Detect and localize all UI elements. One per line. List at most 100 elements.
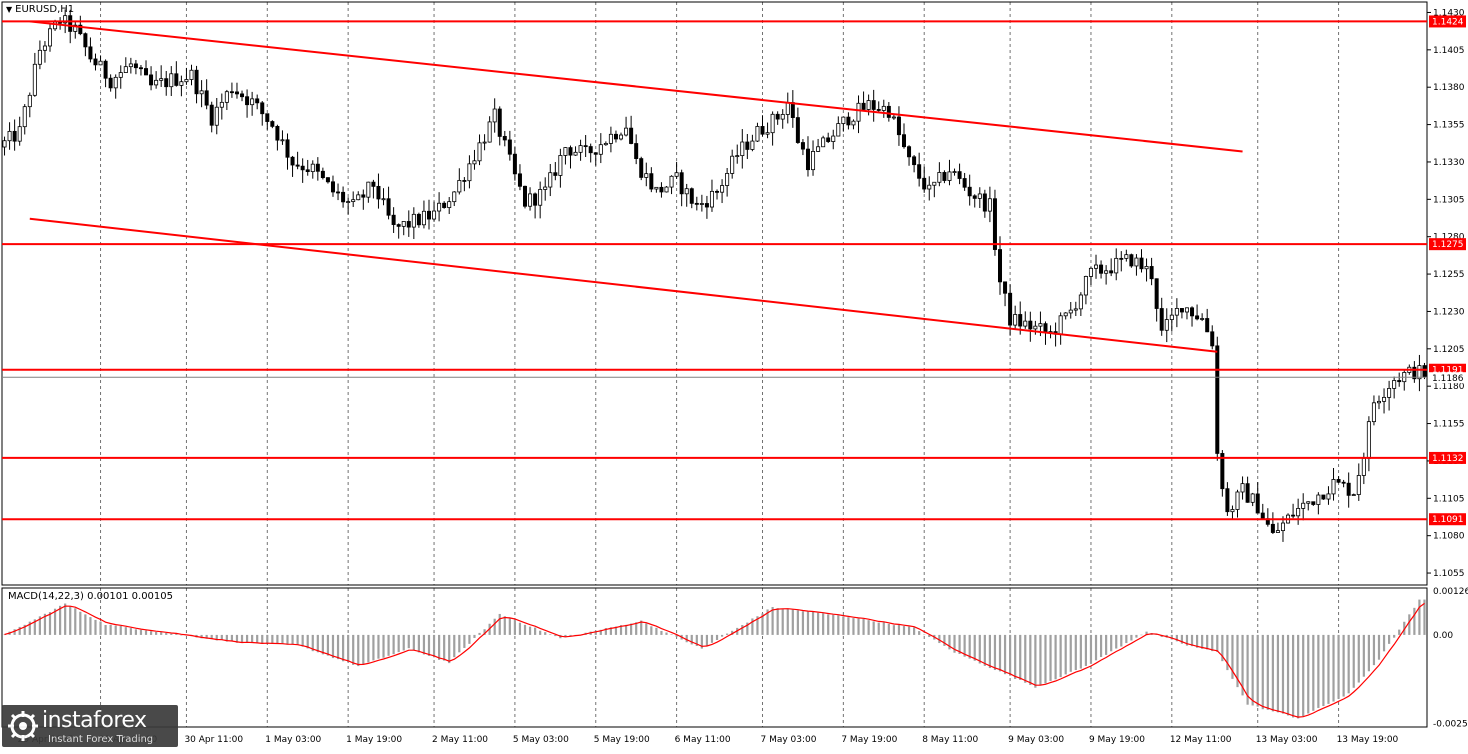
- macd-bar: [796, 610, 799, 635]
- x-tick-label: 8 May 11:00: [922, 735, 978, 745]
- candle-body: [432, 210, 437, 220]
- candle-body: [987, 198, 992, 212]
- macd-bar: [1372, 634, 1376, 666]
- candle-body: [204, 90, 209, 106]
- candle-body: [1387, 388, 1392, 398]
- x-tick-label: 7 May 03:00: [761, 735, 817, 745]
- y-tick-label: 1.1155: [1433, 420, 1465, 430]
- macd-bar: [1094, 634, 1098, 661]
- candle-body: [118, 72, 123, 78]
- y-tick-label: 1.1405: [1433, 46, 1465, 56]
- candle-body: [416, 213, 421, 226]
- candle-body: [1114, 257, 1119, 274]
- macd-bar: [624, 624, 628, 635]
- candle-body: [149, 74, 154, 86]
- candle-body: [391, 214, 396, 225]
- candle-body: [83, 33, 88, 48]
- candle-body: [957, 171, 962, 179]
- instaforex-logo-icon: [8, 711, 38, 741]
- macd-bar: [1211, 634, 1214, 652]
- caret-down-icon[interactable]: ▼: [6, 5, 13, 14]
- candle-body: [219, 101, 224, 108]
- macd-bar: [832, 614, 835, 635]
- candle-body: [634, 143, 639, 159]
- candle-body: [366, 181, 371, 198]
- macd-bar: [377, 634, 380, 659]
- candle-body: [1094, 264, 1099, 269]
- candle-body: [1205, 318, 1210, 333]
- macd-bar: [200, 634, 203, 639]
- macd-bar: [1130, 634, 1133, 641]
- macd-bar: [1266, 634, 1269, 710]
- macd-bar: [715, 634, 719, 641]
- level-label-bg: [1429, 451, 1466, 464]
- macd-bar: [155, 631, 158, 635]
- macd-bar: [1180, 634, 1184, 644]
- candle-body: [624, 127, 629, 136]
- candle-body: [775, 113, 780, 120]
- candle-body: [977, 193, 982, 199]
- candle-body: [826, 137, 831, 142]
- level-label: 1.1424: [1432, 17, 1464, 27]
- macd-bar: [1014, 634, 1017, 679]
- candle-body: [330, 181, 335, 193]
- macd-bar: [1170, 634, 1173, 640]
- candle-body: [265, 113, 270, 122]
- candle-body: [1417, 365, 1422, 380]
- macd-bar: [1110, 634, 1113, 652]
- macd-bar: [144, 630, 148, 635]
- y-tick-label: 1.1330: [1433, 158, 1465, 168]
- candle-body: [1190, 307, 1195, 317]
- candle-body: [270, 121, 275, 127]
- candle-body: [88, 46, 93, 60]
- candle-body: [229, 91, 234, 94]
- macd-bar: [256, 634, 259, 644]
- grid-lines: [100, 2, 1340, 727]
- macd-bar: [266, 634, 269, 644]
- candle-body: [1351, 494, 1356, 496]
- candle-body: [305, 169, 310, 173]
- candle-body: [1184, 307, 1189, 313]
- candle-body: [487, 121, 492, 143]
- macd-bar: [48, 612, 52, 635]
- macd-bar: [609, 627, 613, 635]
- macd-bar: [503, 616, 506, 635]
- macd-bar: [245, 634, 249, 643]
- macd-bar: [372, 634, 375, 661]
- macd-bar: [69, 606, 72, 635]
- macd-bar: [1367, 634, 1370, 672]
- candle-body: [588, 146, 593, 154]
- candle-body: [866, 100, 871, 110]
- macd-bar: [286, 634, 289, 645]
- candle-body: [790, 102, 795, 118]
- macd-bar: [518, 622, 522, 635]
- x-tick-label: 9 May 03:00: [1008, 735, 1064, 745]
- macd-bar: [1251, 634, 1254, 706]
- macd-bar: [89, 617, 92, 635]
- candle-body: [972, 195, 977, 199]
- candle-body: [1169, 314, 1174, 320]
- y-tick-label: 1.1230: [1433, 307, 1465, 317]
- candle-body: [1331, 479, 1336, 495]
- macd-bar: [1206, 634, 1209, 650]
- macd-bar: [569, 634, 572, 636]
- candle-body: [113, 76, 118, 89]
- candle-body: [133, 63, 138, 69]
- macd-bar: [458, 634, 461, 653]
- candle-body: [937, 172, 942, 183]
- candle-body: [27, 94, 32, 108]
- macd-bar: [33, 619, 36, 635]
- macd-bar: [347, 634, 350, 663]
- macd-bar: [1317, 634, 1320, 708]
- macd-bar: [690, 634, 693, 645]
- macd-bar: [983, 634, 986, 666]
- macd-bar: [907, 626, 911, 635]
- candle-body: [725, 173, 730, 186]
- macd-bar: [948, 634, 951, 650]
- macd-bar: [1019, 634, 1022, 680]
- candle-body: [179, 81, 184, 86]
- macd-bar: [837, 615, 840, 635]
- candle-body: [1018, 314, 1023, 327]
- candle-body: [98, 60, 103, 66]
- macd-bar: [766, 609, 769, 635]
